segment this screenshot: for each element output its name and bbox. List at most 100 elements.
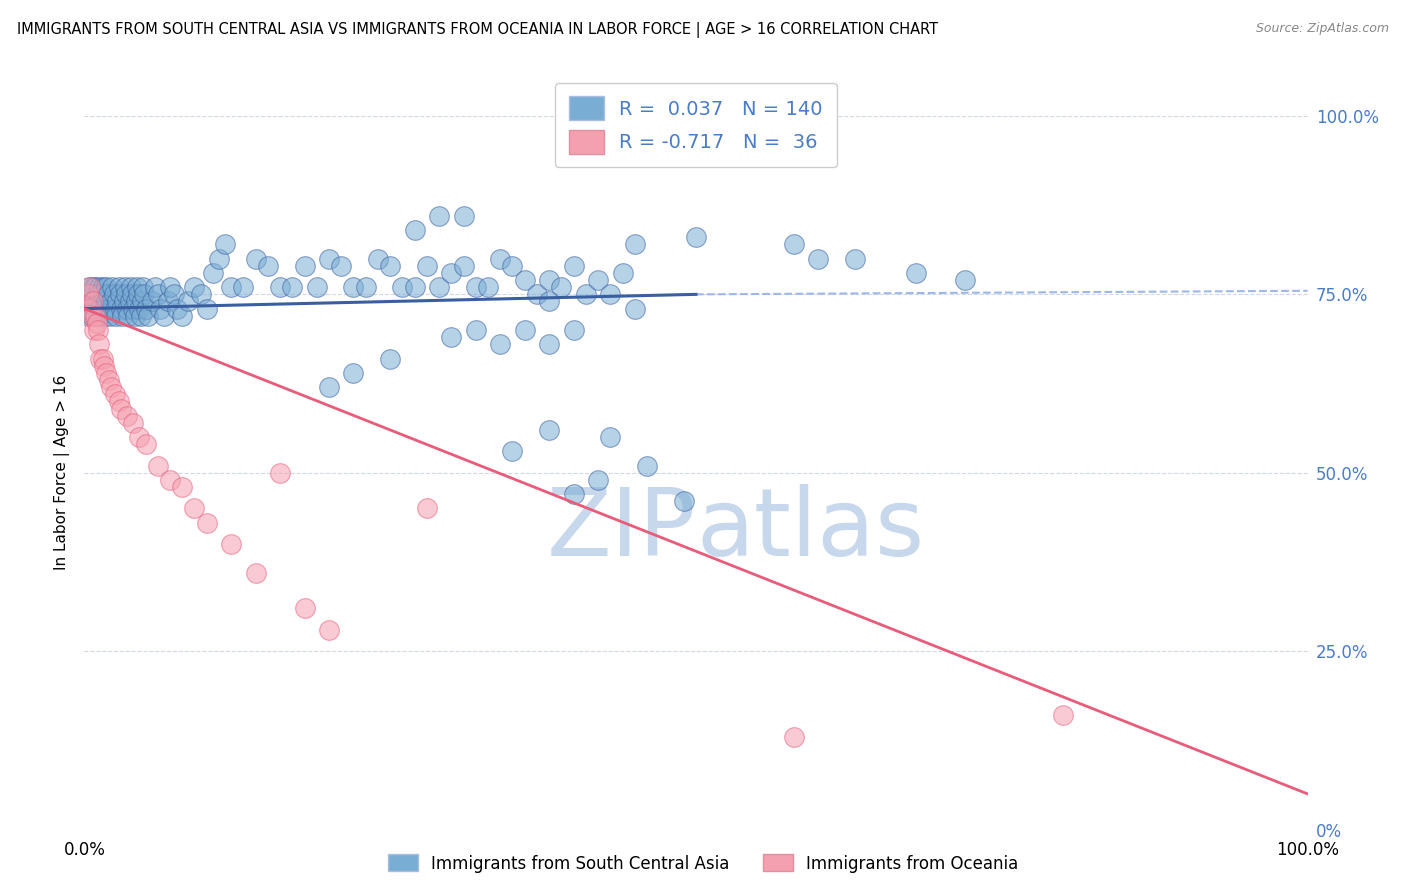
Point [294,259,316,273]
Point [135,301,157,316]
Point [96,280,118,294]
Point [380,259,402,273]
Point [79,301,101,316]
Point [636,458,658,473]
Point [127,287,149,301]
Point [97,287,120,301]
Point [367,252,389,266]
Point [464,280,486,294]
Point [783,237,806,252]
Point [80,309,103,323]
Point [453,209,475,223]
Point [427,209,450,223]
Point [89,351,111,366]
Point [91,280,114,294]
Point [245,252,267,266]
Point [453,259,475,273]
Point [93,301,115,316]
Point [82,294,104,309]
Point [143,280,166,294]
Point [89,309,111,323]
Point [208,252,231,266]
Point [104,387,127,401]
Point [195,516,218,530]
Point [128,430,150,444]
Point [122,416,145,430]
Point [101,280,124,294]
Point [427,280,450,294]
Point [115,287,138,301]
Point [538,273,561,287]
Point [146,458,169,473]
Point [149,301,172,316]
Point [86,287,108,301]
Point [107,280,129,294]
Point [599,430,621,444]
Point [131,294,153,309]
Point [86,316,108,330]
Point [134,287,156,301]
Point [166,301,188,316]
Point [269,466,291,480]
Point [125,294,148,309]
Point [562,323,585,337]
Point [132,280,155,294]
Point [77,301,100,316]
Point [112,294,135,309]
Point [91,287,114,301]
Point [115,409,138,423]
Point [440,266,463,280]
Point [87,287,110,301]
Point [513,273,536,287]
Point [87,309,110,323]
Point [783,730,806,744]
Point [305,280,328,294]
Point [477,280,499,294]
Point [125,280,148,294]
Point [201,266,224,280]
Point [380,351,402,366]
Point [404,223,426,237]
Point [77,287,100,301]
Point [416,501,439,516]
Point [94,309,117,323]
Point [502,259,524,273]
Point [97,301,120,316]
Point [464,323,486,337]
Point [93,359,115,373]
Point [111,309,134,323]
Point [96,366,118,380]
Point [107,394,129,409]
Point [1052,708,1074,723]
Point [172,480,194,494]
Point [586,273,609,287]
Point [190,287,212,301]
Point [84,280,107,294]
Point [86,301,108,316]
Point [159,473,181,487]
Point [153,309,176,323]
Point [146,287,169,301]
Text: Source: ZipAtlas.com: Source: ZipAtlas.com [1256,22,1389,36]
Point [550,280,572,294]
Point [100,294,122,309]
Point [141,294,163,309]
Point [103,287,125,301]
Point [121,287,143,301]
Point [177,294,200,309]
Point [538,294,561,309]
Point [100,380,122,394]
Point [97,373,120,387]
Point [183,280,205,294]
Point [624,237,647,252]
Point [98,309,121,323]
Text: ZIP: ZIP [547,483,696,576]
Point [110,301,132,316]
Point [105,309,128,323]
Point [844,252,866,266]
Point [489,337,512,351]
Point [586,473,609,487]
Point [115,301,138,316]
Point [87,294,110,309]
Point [624,301,647,316]
